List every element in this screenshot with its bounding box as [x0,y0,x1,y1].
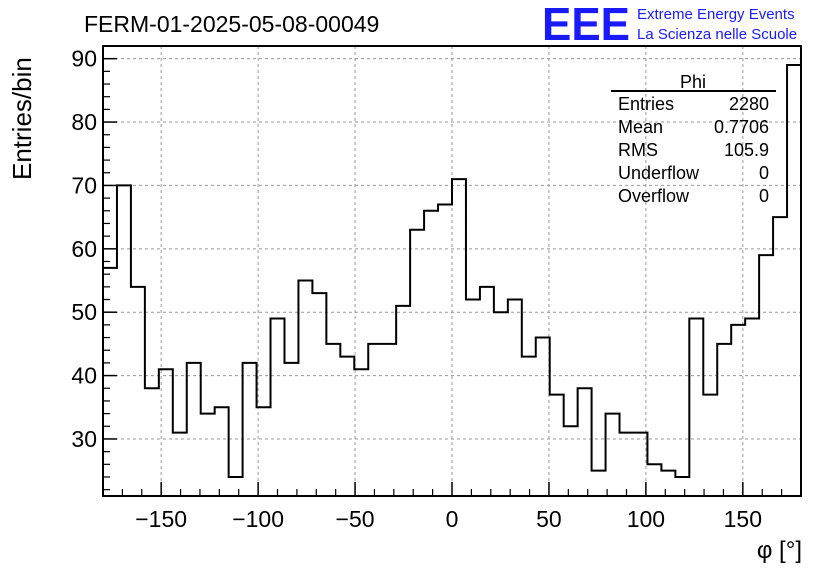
histogram-bin [424,211,438,496]
y-tick-label: 30 [71,426,97,452]
histogram-bin [103,268,117,496]
histogram-bin [243,363,257,496]
histogram-bin [159,369,173,496]
histogram-bin [466,300,480,496]
stats-box: Phi Entries 2280 Mean 0.7706 RMS 105.9 Underfl… [611,72,776,206]
histogram-bin [647,464,661,496]
histogram-bin [215,407,229,496]
histogram-bin [578,388,592,496]
histogram-bin [620,433,634,496]
histogram-bin [396,306,410,496]
axis-ticks [102,45,802,496]
histogram-bin [173,433,187,496]
histogram-bin [284,363,298,496]
stats-row-label: Mean [618,117,663,137]
x-tick-label: 150 [724,506,762,532]
histogram-bin [550,395,564,496]
histogram-bin [298,281,312,496]
histogram-bin [187,363,201,496]
x-tick-labels: −150 −100 −50 0 50 100 150 [135,506,762,532]
stats-row-value: 2280 [729,94,769,114]
histogram-bin [745,319,759,496]
y-tick-label: 70 [71,172,97,198]
logo-mark: EEE [542,0,630,50]
stats-title: Phi [680,72,706,92]
logo-line-2: La Scienza nelle Scuole [637,26,797,43]
stats-row-label: RMS [618,140,658,160]
histogram-bin [606,414,620,496]
chart-title: FERM-01-2025-05-08-00049 [84,11,379,37]
y-tick-labels: 30 40 50 60 70 80 90 [71,46,97,452]
x-tick-label: 0 [446,506,459,532]
histogram-bin [312,293,326,496]
y-tick-label: 60 [71,236,97,262]
y-tick-label: 90 [71,46,97,72]
x-axis-label: φ [°] [757,537,802,564]
histogram-bin [508,300,522,496]
histogram-bin [787,65,801,496]
stats-row-label: Entries [618,94,674,114]
histogram-bin [145,388,159,496]
histogram-bin [382,344,396,496]
histogram-bin [564,426,578,496]
histogram-bin [340,357,354,496]
stats-row-label: Underflow [618,163,700,183]
histogram-bin [354,369,368,496]
x-tick-label: −150 [135,506,187,532]
histogram-bin [731,325,745,496]
histogram-bin [522,357,536,496]
stats-row-value: 0.7706 [714,117,769,137]
histogram-bin [675,477,689,496]
x-tick-label: −50 [336,506,375,532]
histogram-bin [661,471,675,496]
y-axis-label: Entries/bin [7,57,37,180]
x-tick-label: −100 [232,506,284,532]
y-tick-label: 50 [71,299,97,325]
y-tick-label: 80 [71,109,97,135]
histogram-bin [689,319,703,496]
histogram-bin [410,230,424,496]
histogram-bin [368,344,382,496]
histogram-bin [759,255,773,496]
stats-row-value: 0 [759,163,769,183]
histogram-bin [229,477,243,496]
histogram-bin [480,287,494,496]
histogram-bin [452,179,466,496]
eee-logo: EEE Extreme Energy Events La Scienza nel… [542,0,797,50]
histogram-bin [717,344,731,496]
histogram-bin [703,395,717,496]
histogram-bin [438,204,452,496]
stats-row-label: Overflow [618,186,690,206]
histogram-bin [271,319,285,496]
histogram-bin [494,312,508,496]
x-tick-label: 100 [627,506,665,532]
stats-rows: Entries 2280 Mean 0.7706 RMS 105.9 Underflow 0 O… [618,94,769,206]
stats-row-value: 105.9 [724,140,769,160]
histogram-bin [326,344,340,496]
histogram-line [103,64,801,478]
x-tick-label: 50 [536,506,562,532]
y-tick-label: 40 [71,363,97,389]
histogram-bins [103,65,801,496]
histogram-bin [592,471,606,496]
histogram-bin [117,185,131,496]
histogram-bin [131,287,145,496]
histogram-bin [201,414,215,496]
histogram-bin [773,217,787,496]
stats-row-value: 0 [759,186,769,206]
logo-line-1: Extreme Energy Events [637,6,795,23]
histogram-bin [536,338,550,496]
